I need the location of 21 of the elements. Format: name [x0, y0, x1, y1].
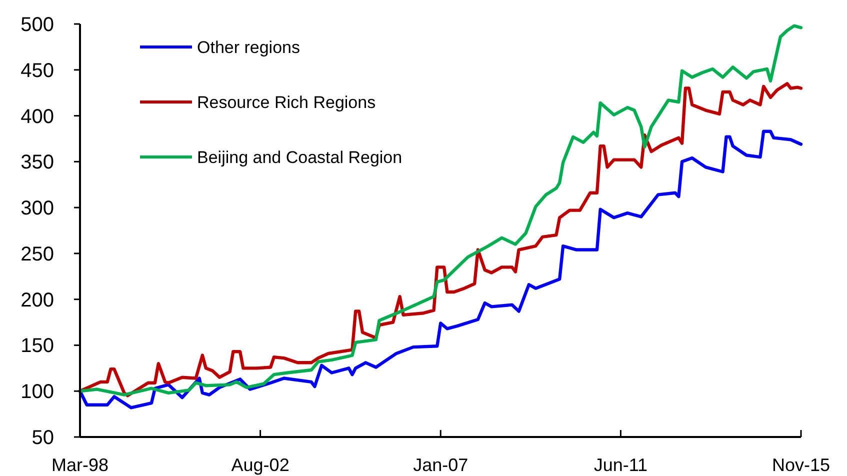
y-tick-label: 400 — [20, 106, 54, 128]
y-tick-label: 300 — [20, 198, 54, 220]
legend-label: Beijing and Coastal Region — [197, 148, 402, 167]
legend-label: Resource Rich Regions — [197, 92, 376, 112]
x-tick-label: Nov-15 — [772, 455, 830, 475]
line-series — [78, 82, 803, 398]
legend-label: Other regions — [197, 38, 300, 57]
y-tick-label: 500 — [20, 14, 54, 36]
y-tick-label: 350 — [20, 152, 54, 174]
y-tick-label: 200 — [20, 289, 54, 312]
y-tick-label: 150 — [20, 335, 54, 358]
y-tick-label: 450 — [20, 60, 54, 82]
y-tick-label: 50 — [32, 427, 54, 449]
x-tick-label: Jan-07 — [413, 455, 468, 475]
x-tick-label: Aug-02 — [231, 455, 290, 475]
x-tick-label: Mar-98 — [51, 455, 109, 475]
y-tick-label: 100 — [20, 381, 54, 404]
line-series — [78, 130, 803, 410]
y-tick-label: 250 — [20, 243, 54, 266]
line-series — [78, 24, 803, 396]
x-tick-label: Jun-11 — [594, 455, 648, 475]
